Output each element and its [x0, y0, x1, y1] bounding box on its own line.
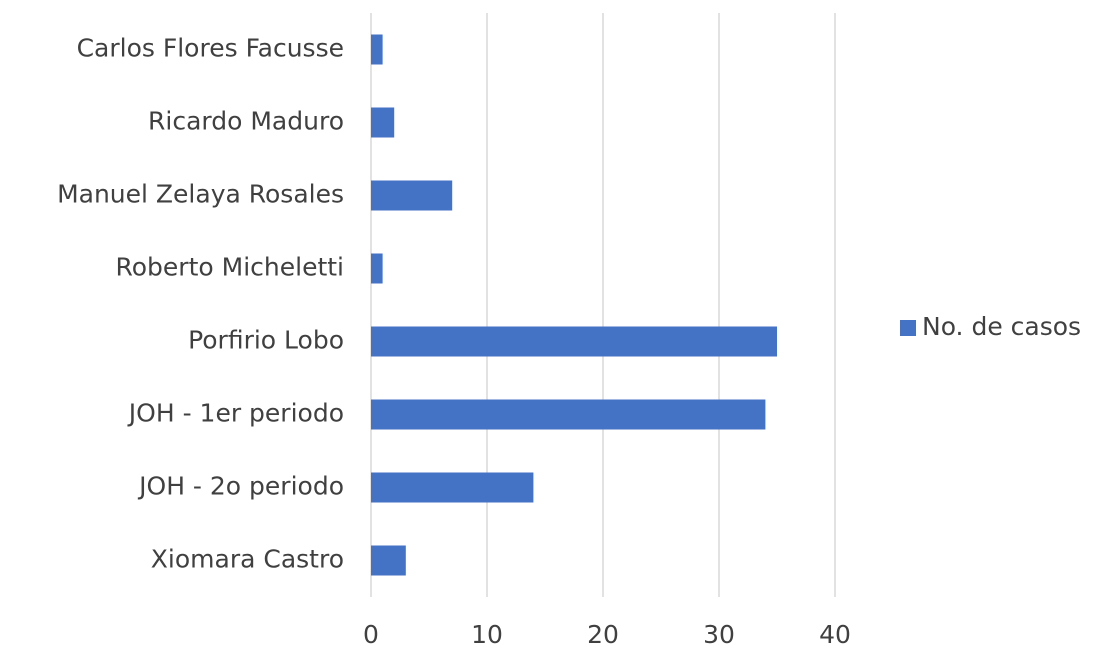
y-tick-label: JOH - 1er periodo	[127, 399, 344, 428]
x-tick-label: 0	[363, 620, 379, 648]
bar	[371, 180, 453, 211]
bar	[371, 326, 777, 357]
y-tick-label: JOH - 2o periodo	[137, 472, 344, 501]
bar	[371, 545, 406, 576]
x-tick-label: 40	[819, 620, 851, 648]
y-tick-label: Manuel Zelaya Rosales	[57, 180, 344, 209]
bar	[371, 34, 383, 65]
x-tick-label: 20	[587, 620, 619, 648]
bar	[371, 472, 534, 503]
y-tick-label: Ricardo Maduro	[148, 107, 344, 136]
y-tick-label: Xiomara Castro	[151, 545, 344, 574]
bar	[371, 253, 383, 284]
y-tick-label: Roberto Micheletti	[116, 253, 344, 282]
bar	[371, 107, 395, 138]
x-tick-label: 30	[703, 620, 735, 648]
x-tick-label: 10	[471, 620, 503, 648]
bar	[371, 399, 766, 430]
legend-label: No. de casos	[922, 312, 1081, 341]
y-tick-label: Carlos Flores Facusse	[77, 34, 344, 63]
legend-swatch	[900, 320, 916, 336]
y-tick-label: Porfirio Lobo	[188, 326, 344, 355]
